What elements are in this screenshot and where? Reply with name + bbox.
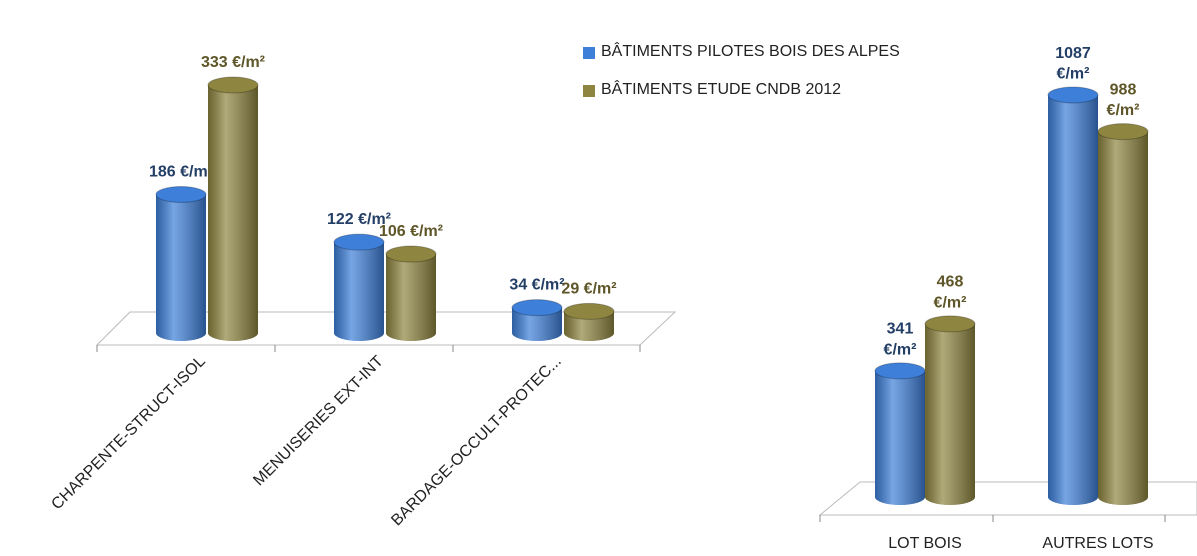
data-label: 29 €/m² — [561, 280, 616, 297]
data-label: 106 €/m² — [379, 223, 443, 240]
bar-shade — [208, 85, 258, 341]
bar-top — [563, 302, 615, 320]
legend-label: BÂTIMENTS PILOTES BOIS DES ALPES — [601, 43, 900, 60]
bar-top — [333, 233, 385, 251]
data-label: 186 €/m² — [149, 163, 213, 180]
bar-shade — [1098, 131, 1148, 505]
legend: BÂTIMENTS PILOTES BOIS DES ALPES BÂTIMENT… — [583, 40, 913, 116]
data-label: 122 €/m² — [327, 211, 391, 228]
data-label: 988 €/m² — [1107, 81, 1140, 119]
data-label: 333 €/m² — [201, 54, 265, 71]
x-tick-label: CHARPENTE-STRUCT-ISOL — [48, 353, 208, 513]
bar-shade — [925, 323, 975, 505]
bar-top — [1047, 86, 1099, 104]
legend-swatch — [583, 85, 595, 97]
data-label: 1087 €/m² — [1055, 45, 1091, 83]
x-tick-label: AUTRES LOTS — [1042, 535, 1153, 552]
bar-top — [155, 185, 207, 203]
bar-shade — [334, 242, 384, 341]
x-tick-label: LOT BOIS — [888, 535, 962, 552]
bar-top — [924, 315, 976, 333]
data-label: 468 €/m² — [934, 274, 967, 312]
bar-shade — [156, 194, 206, 341]
x-tick-label: MENUISERIES EXT-INT — [250, 353, 387, 490]
bar-top — [1097, 123, 1149, 141]
floor — [95, 311, 677, 346]
legend-item: BÂTIMENTS ETUDE CNDB 2012 — [583, 78, 913, 102]
bar-top — [874, 362, 926, 380]
bar-shade — [875, 370, 925, 505]
bar-shade — [512, 307, 562, 341]
bar-top — [207, 76, 259, 94]
data-label: 34 €/m² — [509, 277, 564, 294]
bar-shade — [1048, 95, 1098, 505]
legend-item: BÂTIMENTS PILOTES BOIS DES ALPES — [583, 40, 913, 64]
bar-top — [385, 245, 437, 263]
x-tick-label: BARDAGE-OCCULT-PROTEC... — [388, 353, 565, 530]
data-label: 341 €/m² — [884, 321, 917, 359]
floor — [818, 481, 1197, 516]
bar-shade — [386, 254, 436, 341]
bar-top — [511, 299, 563, 317]
legend-swatch — [583, 47, 595, 59]
bar-shade — [564, 311, 614, 341]
legend-label: BÂTIMENTS ETUDE CNDB 2012 — [601, 81, 842, 98]
